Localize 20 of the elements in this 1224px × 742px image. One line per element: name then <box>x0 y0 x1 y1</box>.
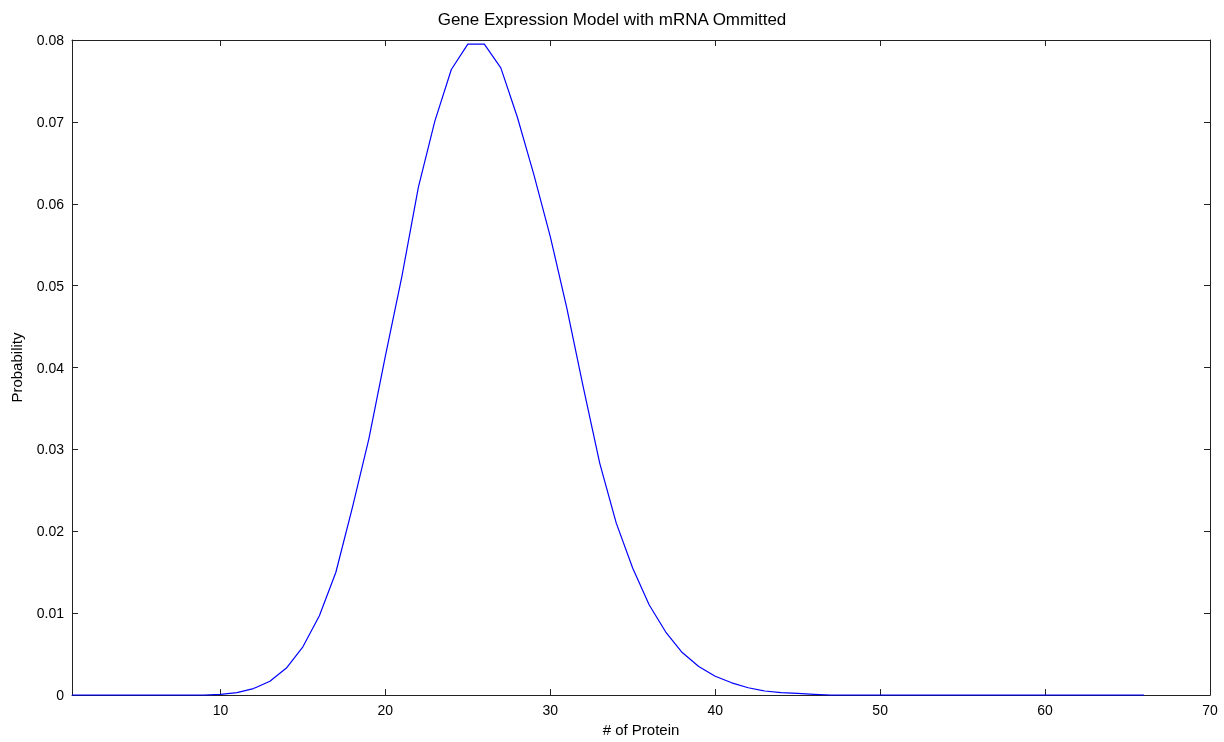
y-tick-label: 0.06 <box>36 195 65 212</box>
y-tick-label: 0 <box>56 687 65 704</box>
x-tick-label: 60 <box>1037 702 1054 719</box>
y-tick-label: 0.02 <box>36 523 65 540</box>
x-tick-label: 20 <box>377 702 394 719</box>
y-tick-label: 0.07 <box>36 113 65 130</box>
chart-title: Gene Expression Model with mRNA Ommitted <box>437 10 787 29</box>
x-tick-label: 70 <box>1202 702 1218 719</box>
y-tick-label: 0.03 <box>36 441 65 458</box>
x-tick-label: 30 <box>542 702 559 719</box>
y-tick-label: 0.01 <box>36 605 65 622</box>
x-tick-label: 10 <box>212 702 229 719</box>
y-tick-label: 0.08 <box>36 32 65 48</box>
x-axis-title: # of Protein <box>602 721 680 738</box>
y-axis-title: Probability <box>8 332 25 403</box>
x-tick-label: 50 <box>872 702 889 719</box>
y-tick-label: 0.05 <box>36 277 65 294</box>
x-tick-label: 40 <box>707 702 724 719</box>
y-tick-label: 0.04 <box>36 359 65 376</box>
line-series <box>71 43 1145 696</box>
